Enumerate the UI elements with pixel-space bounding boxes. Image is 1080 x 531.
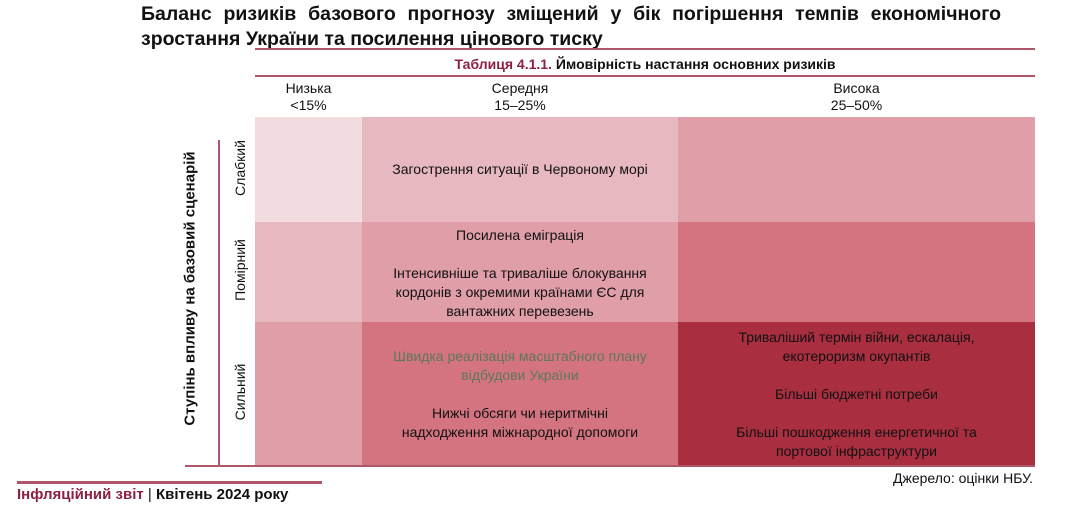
- row-label-strong: Сильний: [232, 363, 248, 421]
- footer-divider: [17, 481, 322, 484]
- divider: [255, 75, 1035, 77]
- footer: Інфляційний звіт | Квітень 2024 року: [17, 486, 289, 503]
- column-header-low: Низька <15%: [255, 80, 362, 114]
- risk-item: Триваліший термін війни, ескалація, екот…: [738, 328, 975, 364]
- table-number: Таблиця 4.1.1.: [454, 56, 552, 72]
- row-label-moderate: Помірний: [232, 239, 248, 301]
- column-header-high: Висока 25–50%: [678, 80, 1035, 114]
- column-label: Висока: [833, 80, 880, 96]
- risk-item: Нижчі обсяги чи неритмічні надходження м…: [401, 404, 639, 440]
- row-label-weak: Слабкий: [232, 140, 248, 196]
- cell-weak-low: [255, 117, 362, 222]
- risk-item: Більші бюджетні потреби: [775, 385, 938, 402]
- risk-item: Посилена еміграція: [456, 227, 584, 243]
- column-label: Середня: [491, 80, 549, 96]
- risk-item: Більші пошкодження енергетичної та порто…: [736, 423, 977, 459]
- cell-weak-high: [678, 117, 1035, 222]
- report-name: Інфляційний звіт: [17, 486, 144, 503]
- column-range: 15–25%: [494, 97, 546, 113]
- page-title: Баланс ризиків базового прогнозу зміщени…: [141, 3, 1001, 50]
- column-range: <15%: [290, 97, 327, 113]
- table-caption: Ймовірність настання основних ризиків: [555, 56, 836, 72]
- column-label: Низька: [285, 80, 332, 96]
- risk-item: Інтенсивніше та триваліше блокування кор…: [393, 265, 647, 319]
- divider: [185, 465, 1035, 467]
- cell-moderate-low: [255, 222, 362, 322]
- cell-strong-high: Триваліший термін війни, ескалація, екот…: [678, 322, 1035, 466]
- cell-moderate-high: [678, 222, 1035, 322]
- risk-item: Загострення ситуації в Червоному морі: [392, 161, 648, 177]
- column-range: 25–50%: [830, 97, 883, 113]
- report-date: Квітень 2024 року: [155, 486, 289, 503]
- y-axis-label: Ступінь впливу на базовий сценарій: [181, 151, 199, 426]
- axis-line: [218, 140, 220, 466]
- table-title: Таблиця 4.1.1. Ймовірність настання осно…: [255, 56, 1035, 72]
- column-header-medium: Середня 15–25%: [362, 80, 678, 114]
- cell-strong-medium: Швидка реалізація масштабного плану відб…: [362, 322, 678, 466]
- cell-weak-medium: Загострення ситуації в Червоному морі: [362, 117, 678, 222]
- cell-moderate-medium: Посилена еміграція Інтенсивніше та тривал…: [362, 222, 678, 322]
- source-note: Джерело: оцінки НБУ.: [892, 470, 1033, 486]
- cell-strong-low: [255, 322, 362, 466]
- divider: [255, 48, 1035, 50]
- upside-risk-item: Швидка реалізація масштабного плану відб…: [393, 347, 647, 383]
